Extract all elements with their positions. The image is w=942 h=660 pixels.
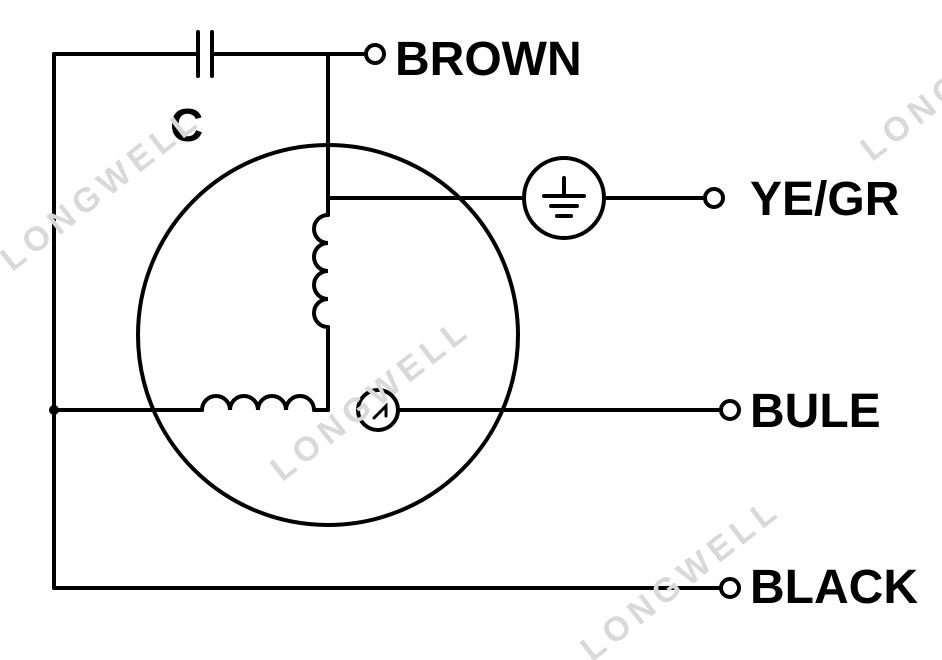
black-wire-label: BLACK xyxy=(750,560,918,615)
terminal-blue xyxy=(721,401,739,419)
yegr-wire-label: YE/GR xyxy=(750,172,899,227)
winding-vertical xyxy=(314,215,328,327)
junction-dot xyxy=(49,405,59,415)
terminal-yegr xyxy=(705,189,723,207)
terminal-brown xyxy=(366,45,384,63)
brown-wire-label: BROWN xyxy=(395,32,582,87)
winding-horizontal xyxy=(202,396,314,410)
terminal-black xyxy=(721,579,739,597)
capacitor-label: C xyxy=(170,98,203,152)
blue-wire-label: BULE xyxy=(750,384,881,439)
overload-protector xyxy=(358,390,398,430)
